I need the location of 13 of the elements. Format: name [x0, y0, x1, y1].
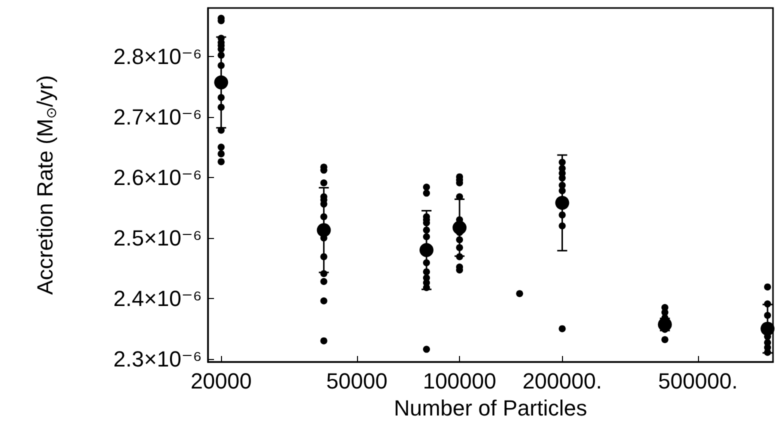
y-tick-label: 2.6×10⁻⁶ — [113, 164, 202, 190]
y-axis-title: Accretion Rate (M⊙/yr) — [32, 75, 59, 295]
x-axis-title: Number of Particles — [394, 395, 588, 420]
y-tick-label: 2.7×10⁻⁶ — [113, 104, 202, 130]
x-tick-label: 20000 — [190, 368, 252, 394]
y-tick-label: 2.5×10⁻⁶ — [113, 225, 202, 250]
x-tick-label: 200000. — [522, 368, 602, 394]
x-tick-label: 500000. — [658, 368, 738, 394]
x-tick-label: 100000 — [422, 368, 496, 394]
y-tick-label: 2.4×10⁻⁶ — [113, 286, 202, 311]
x-tick-label: 50000 — [326, 368, 388, 394]
y-tick-label: 2.3×10⁻⁶ — [113, 346, 202, 372]
y-tick-label: 2.8×10⁻⁶ — [113, 44, 202, 69]
